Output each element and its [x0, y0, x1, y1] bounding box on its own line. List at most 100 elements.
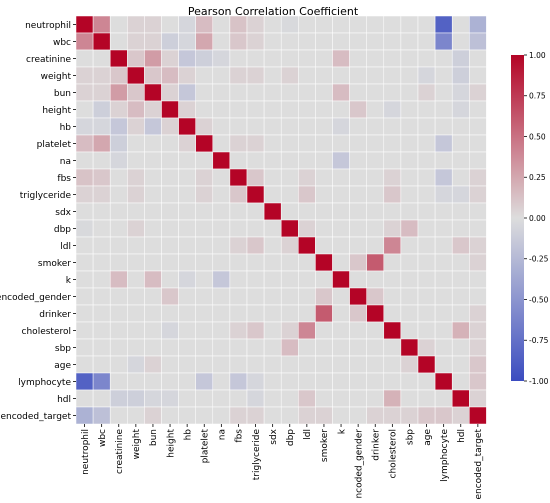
heatmap-cell	[417, 253, 436, 272]
heatmap-cell	[434, 389, 453, 408]
heatmap-cell	[349, 117, 367, 136]
heatmap-cell	[161, 287, 179, 306]
heatmap-cell	[92, 287, 111, 306]
heatmap-cell	[280, 321, 299, 340]
heatmap-cell	[161, 134, 179, 153]
heatmap-cell	[417, 49, 436, 68]
heatmap-cell	[366, 287, 385, 306]
y-tick-label: height	[42, 106, 71, 116]
heatmap-cell	[349, 355, 367, 374]
heatmap-cell	[246, 355, 265, 374]
heatmap-cell	[127, 134, 145, 153]
heatmap-cell	[127, 202, 145, 221]
heatmap-cell	[298, 134, 316, 153]
heatmap-cell	[280, 270, 299, 289]
heatmap-cell	[400, 185, 419, 204]
heatmap-cell	[298, 117, 316, 136]
heatmap-cell	[434, 100, 453, 119]
heatmap-cell	[451, 389, 470, 408]
x-tick-label: triglyceride	[252, 429, 262, 481]
x-tick-label: hdl	[457, 429, 467, 443]
heatmap-cell	[263, 151, 282, 170]
heatmap-cell	[75, 406, 94, 425]
heatmap-cell	[332, 202, 350, 221]
heatmap-cell	[263, 185, 282, 204]
heatmap-cell	[417, 287, 436, 306]
heatmap-cell	[417, 117, 436, 136]
heatmap-cell	[434, 287, 453, 306]
y-tick-label: creatinine	[26, 55, 71, 65]
heatmap-cell	[195, 270, 214, 289]
heatmap-cell	[451, 287, 470, 306]
heatmap-cell	[383, 168, 402, 187]
heatmap-cell	[195, 83, 214, 102]
heatmap-cell	[349, 321, 367, 340]
heatmap-cell	[178, 219, 196, 238]
heatmap-cell	[144, 219, 162, 238]
y-tick-label: dbp	[54, 225, 71, 235]
x-tick-label: encoded_gender	[354, 429, 364, 499]
heatmap-cell	[161, 185, 179, 204]
heatmap-cell	[469, 304, 487, 323]
heatmap-cell	[75, 219, 94, 238]
heatmap-cell	[469, 168, 487, 187]
heatmap-cell	[212, 202, 231, 221]
heatmap-cell	[263, 168, 282, 187]
heatmap-cell	[298, 355, 316, 374]
heatmap-cell	[92, 134, 111, 153]
heatmap-cell	[383, 151, 402, 170]
heatmap-cell	[178, 304, 196, 323]
heatmap-cell	[280, 117, 299, 136]
heatmap-cell	[212, 287, 231, 306]
heatmap-cell	[280, 66, 299, 85]
heatmap-cell	[383, 117, 402, 136]
heatmap-cell	[469, 151, 487, 170]
heatmap-cell	[298, 406, 316, 425]
heatmap-cell	[92, 151, 111, 170]
heatmap-cell	[280, 168, 299, 187]
heatmap-cell	[469, 15, 487, 34]
heatmap-cell	[92, 15, 111, 34]
heatmap-cell	[75, 253, 94, 272]
heatmap-cell	[246, 66, 265, 85]
heatmap-cell	[229, 304, 248, 323]
heatmap-cell	[92, 270, 111, 289]
heatmap-cell	[332, 321, 350, 340]
heatmap-cell	[229, 185, 248, 204]
heatmap-cell	[400, 253, 419, 272]
heatmap-cell	[366, 49, 385, 68]
heatmap-cell	[280, 338, 299, 357]
y-tick-label: wbc	[53, 38, 71, 48]
heatmap-cell	[366, 117, 385, 136]
heatmap-cell	[366, 270, 385, 289]
heatmap-cell	[127, 49, 145, 68]
heatmap-cell	[400, 32, 419, 51]
heatmap-cell	[451, 100, 470, 119]
heatmap-cell	[75, 372, 94, 391]
heatmap-cell	[383, 15, 402, 34]
heatmap-cell	[298, 168, 316, 187]
x-tick-label: lymphocyte	[440, 429, 450, 482]
heatmap-cell	[195, 117, 214, 136]
heatmap-cell	[246, 185, 265, 204]
heatmap-cell	[469, 219, 487, 238]
heatmap-cell	[366, 236, 385, 255]
x-tick-label: weight	[132, 429, 142, 460]
heatmap-cell	[417, 338, 436, 357]
heatmap-cell	[144, 83, 162, 102]
heatmap-cell	[178, 253, 196, 272]
heatmap-cell	[451, 66, 470, 85]
heatmap-cell	[178, 117, 196, 136]
heatmap-cell	[178, 15, 196, 34]
heatmap-cell	[229, 338, 248, 357]
heatmap-cell	[332, 270, 350, 289]
heatmap-cell	[469, 32, 487, 51]
heatmap-cell	[400, 100, 419, 119]
heatmap-cell	[349, 151, 367, 170]
heatmap-cell	[383, 219, 402, 238]
heatmap-cell	[246, 168, 265, 187]
heatmap-cell	[195, 202, 214, 221]
heatmap-cell	[332, 304, 350, 323]
heatmap-cell	[229, 49, 248, 68]
heatmap-cell	[178, 270, 196, 289]
